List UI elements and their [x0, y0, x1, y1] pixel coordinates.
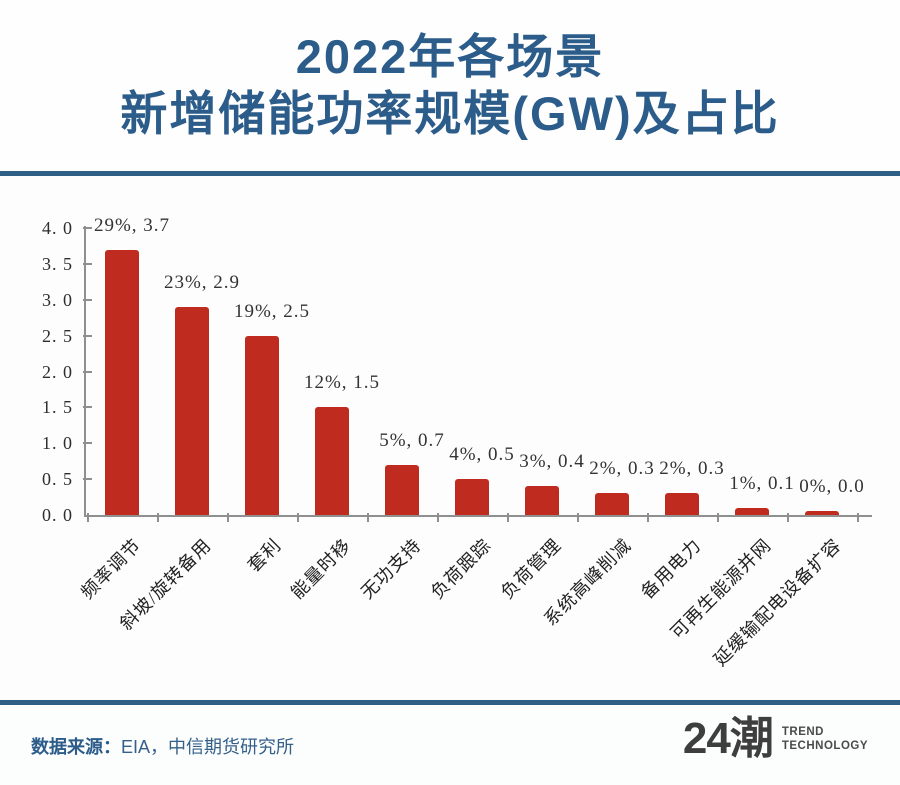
bar: [455, 479, 489, 515]
bar-data-label: 29%, 3.7: [93, 214, 171, 236]
x-category-label: 延缓输配电设备扩容: [709, 534, 845, 670]
x-tick-mark: [367, 513, 369, 522]
data-source-note: 数据来源：EIA，中信期货研究所: [31, 733, 294, 759]
bar: [175, 306, 209, 515]
bar: [595, 493, 629, 515]
y-tick-label: 0. 0: [42, 505, 73, 525]
x-tick-mark: [717, 513, 719, 522]
x-category-label: 负荷跟踪: [427, 534, 495, 603]
x-category-label: 无功支持: [357, 534, 425, 603]
bar-data-label: 2%, 0.3: [589, 458, 655, 480]
top-divider-line: [0, 171, 900, 176]
bar: [805, 511, 839, 515]
y-tick-mark: [83, 478, 92, 481]
chart-header: 2022年各场景 新增储能功率规模(GW)及占比: [0, 0, 900, 171]
y-tick-mark: [83, 442, 92, 445]
y-tick-mark: [83, 298, 92, 301]
bar-data-label: 1%, 0.1: [729, 472, 795, 494]
x-category-label: 套利: [243, 534, 285, 576]
brand-logo: 24潮 TREND TECHNOLOGY: [683, 713, 868, 765]
x-axis-line: [84, 515, 872, 517]
x-tick-mark: [157, 513, 159, 522]
y-tick-label: 2. 0: [42, 361, 73, 382]
bar-data-label: 19%, 2.5: [233, 300, 311, 322]
y-tick-label: 3. 5: [42, 253, 73, 274]
logo-tagline-line2: TECHNOLOGY: [781, 740, 868, 752]
y-tick-label: 1. 0: [42, 433, 73, 454]
x-tick-mark: [297, 513, 299, 522]
bar: [315, 407, 349, 515]
x-tick-mark: [87, 513, 89, 522]
y-tick-mark: [83, 262, 92, 265]
y-tick-label: 2. 5: [42, 325, 73, 346]
title-line-2: 新增储能功率规模(GW)及占比: [120, 87, 780, 140]
bottom-divider-line: [0, 700, 900, 705]
y-tick-mark: [83, 370, 92, 373]
x-tick-mark: [577, 513, 579, 522]
x-tick-mark: [787, 513, 789, 522]
bar: [105, 249, 139, 515]
bar: [735, 507, 769, 515]
y-tick-label: 4. 0: [42, 218, 73, 238]
bar-data-label: 5%, 0.7: [379, 429, 445, 451]
bar-data-label: 12%, 1.5: [303, 372, 381, 394]
bar: [665, 493, 699, 515]
page-title: 2022年各场景 新增储能功率规模(GW)及占比: [0, 0, 900, 142]
footer: 数据来源：EIA，中信期货研究所 24潮 TREND TECHNOLOGY: [0, 705, 900, 785]
title-line-1: 2022年各场景: [295, 30, 605, 83]
bar: [245, 335, 279, 515]
y-tick-mark: [83, 227, 92, 229]
y-tick-label: 0. 5: [42, 469, 73, 490]
bar-data-label: 3%, 0.4: [519, 451, 585, 473]
bar-data-label: 4%, 0.5: [449, 444, 515, 466]
data-source-label: 数据来源：: [31, 737, 121, 757]
x-tick-mark: [647, 513, 649, 522]
y-tick-label: 1. 5: [42, 397, 73, 418]
x-tick-mark: [857, 513, 859, 522]
x-tick-mark: [507, 513, 509, 522]
logo-wordmark: 24潮: [682, 714, 774, 763]
x-tick-mark: [437, 513, 439, 522]
y-tick-mark: [83, 334, 92, 337]
bar-data-label: 0%, 0.0: [799, 476, 865, 497]
y-tick-label: 3. 0: [42, 289, 73, 310]
x-category-label: 能量时移: [287, 534, 355, 603]
logo-tagline: TREND TECHNOLOGY: [782, 725, 868, 753]
x-tick-mark: [227, 513, 229, 522]
bar-chart: 4. 0 3. 5 3. 0 2. 5 2. 0 1. 5 1. 0 0. 5 0. 0 29%…: [0, 176, 900, 700]
logo-tagline-line1: TREND: [781, 726, 824, 738]
bar-data-label: 2%, 0.3: [659, 458, 725, 480]
data-source-text: EIA，中信期货研究所: [121, 737, 295, 757]
y-tick-mark: [83, 406, 92, 409]
bar: [525, 486, 559, 515]
bar-data-label: 23%, 2.9: [163, 271, 241, 293]
bar: [385, 464, 419, 515]
